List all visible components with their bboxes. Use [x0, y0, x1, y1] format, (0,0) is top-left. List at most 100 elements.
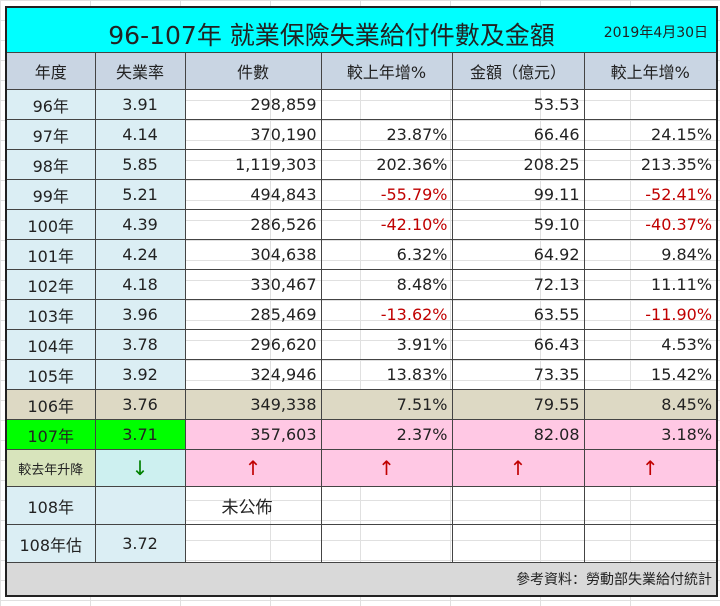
cell-rate[interactable]: 4.18 — [94, 269, 186, 300]
cell-year[interactable]: 104年 — [5, 329, 96, 360]
cell-year[interactable]: 106年 — [5, 389, 96, 420]
cell-amount-change[interactable]: 8.45% — [583, 389, 718, 420]
cell-year[interactable]: 99年 — [5, 179, 96, 210]
cell-count-change[interactable]: 7.51% — [320, 389, 453, 420]
cell-amount-change[interactable]: -40.37% — [583, 209, 718, 240]
cell-amount[interactable]: 82.08 — [451, 419, 585, 450]
cell-count[interactable]: 349,338 — [184, 389, 322, 420]
cell-count-change[interactable]: 8.48% — [320, 269, 453, 300]
cell-count-change[interactable]: 2.37% — [320, 419, 453, 450]
cell-year[interactable]: 101年 — [5, 239, 96, 270]
cell-count[interactable]: 324,946 — [184, 359, 322, 390]
cell-rate[interactable]: 3.76 — [94, 389, 186, 420]
cell-note[interactable] — [184, 524, 322, 563]
cell-amount-change[interactable]: 9.84% — [583, 239, 718, 270]
cell-count[interactable]: 296,620 — [184, 329, 322, 360]
cell-year[interactable]: 108年 — [5, 486, 96, 525]
cell-count[interactable]: 298,859 — [184, 89, 322, 120]
cell-year[interactable]: 98年 — [5, 149, 96, 180]
table-row: 97年 4.14 370,190 23.87% 66.46 24.15% — [5, 119, 718, 150]
cell-year[interactable]: 96年 — [5, 89, 96, 120]
cell-rate[interactable]: 3.71 — [94, 419, 186, 450]
cell-year[interactable]: 107年 — [5, 419, 96, 450]
header-rate[interactable]: 失業率 — [94, 52, 186, 90]
cell-count-change[interactable] — [320, 89, 453, 120]
cell-empty[interactable] — [583, 486, 718, 525]
cell-rate[interactable]: 4.24 — [94, 239, 186, 270]
source-note[interactable]: 參考資料：勞動部失業給付統計 — [5, 562, 718, 597]
cell-amount[interactable]: 59.10 — [451, 209, 585, 240]
cell-empty[interactable] — [320, 486, 453, 525]
header-amount-change[interactable]: 較上年增% — [583, 52, 718, 90]
cell-rate[interactable]: 5.21 — [94, 179, 186, 210]
cell-year[interactable]: 108年估 — [5, 524, 96, 563]
cell-year[interactable]: 105年 — [5, 359, 96, 390]
cell-amount[interactable]: 208.25 — [451, 149, 585, 180]
cell-amount-change[interactable]: -11.90% — [583, 299, 718, 330]
cell-amount-change[interactable]: 15.42% — [583, 359, 718, 390]
cell-count-change[interactable]: 3.91% — [320, 329, 453, 360]
cell-amount[interactable]: 99.11 — [451, 179, 585, 210]
cell-amount[interactable]: 63.55 — [451, 299, 585, 330]
cell-amount[interactable]: 66.43 — [451, 329, 585, 360]
cell-count-change[interactable]: -55.79% — [320, 179, 453, 210]
cell-count-change[interactable]: 23.87% — [320, 119, 453, 150]
cell-amount-change[interactable]: 3.18% — [583, 419, 718, 450]
header-count[interactable]: 件數 — [184, 52, 322, 90]
cell-rate[interactable]: 4.39 — [94, 209, 186, 240]
cell-empty[interactable] — [320, 524, 453, 563]
cell-amount-change[interactable]: -52.41% — [583, 179, 718, 210]
cell-rate[interactable] — [94, 486, 186, 525]
cell-empty[interactable] — [451, 486, 585, 525]
cell-rate[interactable]: 3.72 — [94, 524, 186, 563]
cell-amount[interactable]: 73.35 — [451, 359, 585, 390]
cell-amount[interactable]: 79.55 — [451, 389, 585, 420]
cell-count[interactable]: 370,190 — [184, 119, 322, 150]
arrow-down-icon[interactable]: ↓ — [94, 449, 186, 487]
cell-amount[interactable]: 66.46 — [451, 119, 585, 150]
cell-rate[interactable]: 5.85 — [94, 149, 186, 180]
cell-rate[interactable]: 3.96 — [94, 299, 186, 330]
cell-count[interactable]: 494,843 — [184, 179, 322, 210]
header-count-change[interactable]: 較上年增% — [320, 52, 453, 90]
cell-count[interactable]: 330,467 — [184, 269, 322, 300]
cell-amount-change[interactable]: 213.35% — [583, 149, 718, 180]
cell-amount[interactable]: 53.53 — [451, 89, 585, 120]
change-label[interactable]: 較去年升降 — [5, 449, 96, 487]
cell-count[interactable]: 357,603 — [184, 419, 322, 450]
table-row: 104年 3.78 296,620 3.91% 66.43 4.53% — [5, 329, 718, 360]
title-cell[interactable]: 96-107年 就業保險失業給付件數及金額 2019年4月30日 — [5, 6, 718, 53]
cell-amount[interactable]: 72.13 — [451, 269, 585, 300]
cell-year[interactable]: 102年 — [5, 269, 96, 300]
cell-year[interactable]: 100年 — [5, 209, 96, 240]
cell-amount[interactable]: 64.92 — [451, 239, 585, 270]
cell-count[interactable]: 285,469 — [184, 299, 322, 330]
cell-count[interactable]: 286,526 — [184, 209, 322, 240]
cell-year[interactable]: 103年 — [5, 299, 96, 330]
cell-rate[interactable]: 3.78 — [94, 329, 186, 360]
cell-amount-change[interactable]: 24.15% — [583, 119, 718, 150]
cell-rate[interactable]: 4.14 — [94, 119, 186, 150]
cell-rate[interactable]: 3.91 — [94, 89, 186, 120]
arrow-up-icon[interactable]: ↑ — [583, 449, 718, 487]
cell-count-change[interactable]: -13.62% — [320, 299, 453, 330]
cell-year[interactable]: 97年 — [5, 119, 96, 150]
arrow-up-icon[interactable]: ↑ — [320, 449, 453, 487]
cell-count-change[interactable]: 13.83% — [320, 359, 453, 390]
cell-count-change[interactable]: 202.36% — [320, 149, 453, 180]
arrow-up-icon[interactable]: ↑ — [451, 449, 585, 487]
arrow-up-icon[interactable]: ↑ — [184, 449, 322, 487]
cell-note[interactable]: 未公佈 — [184, 486, 322, 525]
cell-empty[interactable] — [583, 524, 718, 563]
header-year[interactable]: 年度 — [5, 52, 96, 90]
cell-empty[interactable] — [451, 524, 585, 563]
cell-count-change[interactable]: 6.32% — [320, 239, 453, 270]
header-amount[interactable]: 金額（億元） — [451, 52, 585, 90]
cell-rate[interactable]: 3.92 — [94, 359, 186, 390]
cell-count[interactable]: 1,119,303 — [184, 149, 322, 180]
cell-amount-change[interactable] — [583, 89, 718, 120]
cell-count-change[interactable]: -42.10% — [320, 209, 453, 240]
cell-count[interactable]: 304,638 — [184, 239, 322, 270]
cell-amount-change[interactable]: 4.53% — [583, 329, 718, 360]
cell-amount-change[interactable]: 11.11% — [583, 269, 718, 300]
